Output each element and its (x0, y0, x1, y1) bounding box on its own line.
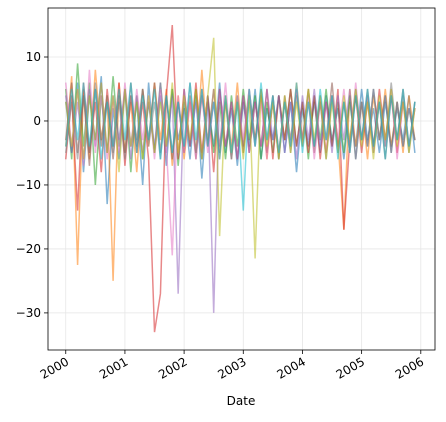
y-tick-label: 0 (33, 114, 41, 128)
x-tick-label: 2004 (274, 354, 307, 381)
x-tick-label: 2001 (97, 354, 130, 381)
y-tick-label: −20 (16, 242, 41, 256)
x-tick-label: 2003 (215, 354, 248, 381)
x-tick-label: 2000 (38, 354, 71, 381)
x-axis-label: Date (227, 394, 256, 408)
plot-frame (47, 7, 436, 351)
y-tick-label: 10 (26, 50, 41, 64)
series-line (65, 24, 416, 333)
y-tick-label: −10 (16, 178, 41, 192)
series-line (65, 82, 416, 211)
x-tick-label: 2005 (334, 354, 367, 381)
y-tick-label: −30 (16, 306, 41, 320)
x-tick-label: 2006 (393, 354, 426, 381)
x-tick-label: 2002 (156, 354, 189, 381)
